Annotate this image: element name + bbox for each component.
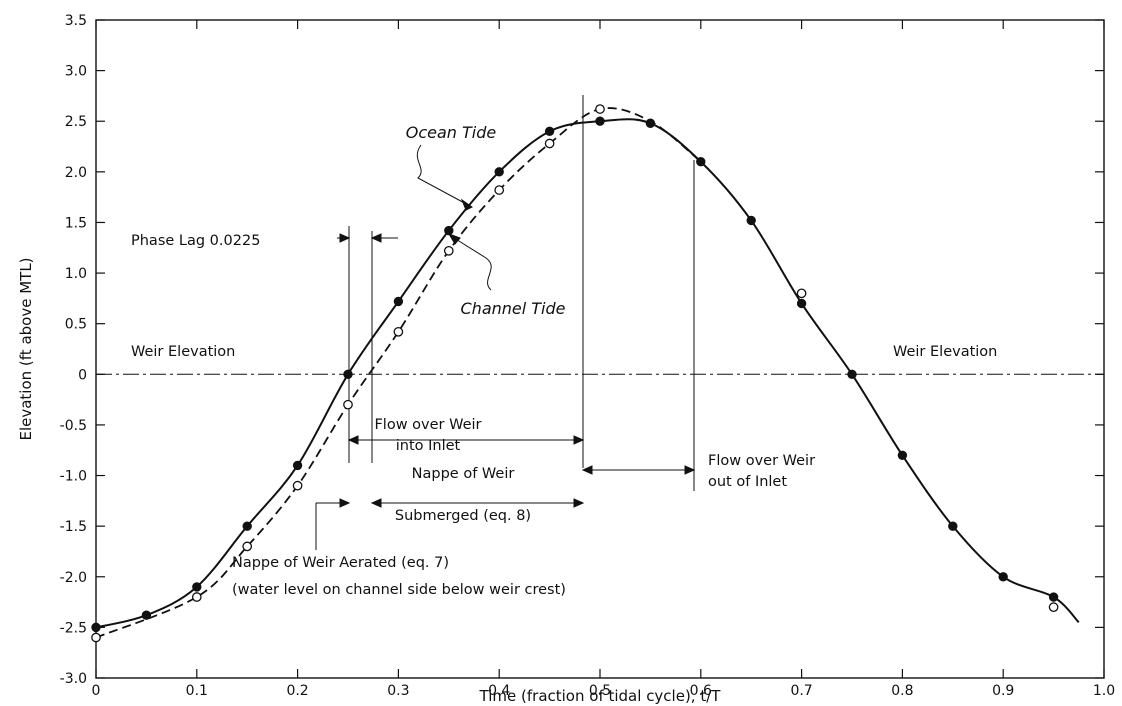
- phase-lag-arrowhead-left: [339, 233, 351, 243]
- flow-out-label-line1: Flow over Weir: [708, 453, 815, 469]
- x-tick-label: 0.9: [992, 683, 1014, 699]
- x-tick-label: 0.1: [186, 683, 208, 699]
- y-tick-label: 1.5: [65, 215, 87, 231]
- channel-tide-leader-head: [447, 233, 461, 245]
- nappe-submerged-label-line1: Nappe of Weir: [412, 466, 515, 482]
- x-axis-title: Time (fraction of tidal cycle), t/T: [479, 687, 722, 705]
- data-markers: [91, 104, 1059, 643]
- ocean-tide-point: [141, 610, 152, 620]
- y-tick-label: 2.5: [65, 114, 87, 130]
- phase-lag-arrowhead-right: [370, 233, 382, 243]
- submerged-arrowhead-left: [370, 498, 382, 508]
- ocean-tide-point: [1048, 592, 1059, 602]
- channel-tide-point: [393, 326, 404, 337]
- ocean-tide-point: [696, 157, 706, 167]
- ocean-tide-point: [948, 521, 958, 531]
- y-tick-label: -1.0: [60, 469, 87, 485]
- ocean-tide-leader: [416, 144, 471, 207]
- x-tick-label: 0: [92, 683, 101, 699]
- channel-tide-point: [544, 138, 555, 149]
- nappe-aerated-label-line2: (water level on channel side below weir …: [232, 582, 566, 598]
- y-tick-label: 1.0: [65, 266, 87, 282]
- channel-tide-point: [494, 185, 505, 195]
- ocean-tide-leader-head: [460, 198, 473, 211]
- flow-into-arrowhead-left: [347, 435, 359, 445]
- y-tick-label: 0.5: [65, 317, 87, 333]
- x-tick-label: 0.6: [690, 683, 712, 699]
- ocean-tide-point: [192, 582, 202, 592]
- flow-out-arrowhead-left: [581, 465, 593, 475]
- ocean-tide-point: [897, 450, 908, 460]
- y-tick-label: -1.5: [60, 519, 87, 535]
- ocean-tide-point: [242, 521, 252, 531]
- annotation-lines: [315, 95, 696, 550]
- ocean-tide-label: Ocean Tide: [406, 123, 497, 142]
- x-tick-label: 0.7: [790, 683, 812, 699]
- y-tick-label: 3.0: [65, 64, 87, 80]
- y-tick-label: -3.0: [60, 671, 87, 687]
- y-axis-title: Elevation (ft above MTL): [17, 257, 35, 440]
- nappe-aerated-label-line1: Nappe of Weir Aerated (eq. 7): [232, 555, 449, 571]
- aerated-arrowhead: [339, 498, 351, 508]
- y-tick-label: -2.5: [60, 620, 87, 636]
- phase-lag-label: Phase Lag 0.0225: [131, 233, 260, 249]
- flow-out-label-line2: out of Inlet: [708, 474, 787, 490]
- x-tick-label: 0.3: [387, 683, 409, 699]
- x-tick-label: 0.5: [589, 683, 611, 699]
- ocean-tide-point: [544, 126, 555, 137]
- channel-tide-label: Channel Tide: [461, 299, 566, 318]
- channel-tide-point: [443, 245, 454, 256]
- ocean-tide-point: [796, 298, 807, 309]
- weir-elevation-label-left: Weir Elevation: [131, 344, 235, 360]
- nappe-submerged-label-line2: Submerged (eq. 8): [395, 508, 531, 524]
- y-tick-label: 3.5: [65, 13, 87, 29]
- y-tick-labels: 3.5 3.0 2.5 2.0 1.5 1.0 0.5 0 -0.5 -1.0 -1.5 -2.0 -2…: [60, 13, 87, 687]
- ocean-tide-point: [847, 369, 857, 380]
- y-tick-label: -0.5: [60, 418, 87, 434]
- x-tick-label: 1.0: [1093, 683, 1115, 699]
- weir-elevation-label-right: Weir Elevation: [893, 344, 997, 360]
- channel-tide-point: [796, 288, 807, 299]
- y-tick-label: -2.0: [60, 570, 87, 586]
- ocean-tide-point: [393, 296, 404, 307]
- ocean-tide-point: [746, 215, 756, 226]
- ocean-tide-point: [91, 622, 101, 633]
- x-tick-label: 0.4: [488, 683, 510, 699]
- flow-into-arrowhead-right: [573, 435, 585, 445]
- channel-tide-point: [1048, 602, 1059, 612]
- flow-into-label-line1: Flow over Weir: [374, 417, 481, 433]
- ocean-tide-point: [595, 116, 605, 126]
- ocean-tide-point: [292, 460, 303, 471]
- channel-tide-leader: [450, 235, 492, 291]
- x-tick-label: 0.2: [286, 683, 308, 699]
- flow-into-label-line2: into Inlet: [396, 438, 461, 454]
- ocean-tide-point: [343, 369, 353, 380]
- channel-tide-point: [292, 480, 303, 491]
- ocean-tide-point: [494, 167, 504, 177]
- channel-tide-point: [91, 632, 101, 643]
- ocean-tide-point: [444, 225, 454, 236]
- submerged-arrowhead-right: [573, 498, 585, 508]
- channel-tide-point: [343, 399, 353, 410]
- x-tick-label: 0.8: [891, 683, 913, 699]
- flow-out-arrowhead-right: [684, 465, 696, 475]
- y-tick-label: 0: [78, 367, 87, 383]
- channel-tide-point: [191, 592, 202, 602]
- channel-tide-point: [242, 541, 253, 552]
- x-tick-labels: 0 0.1 0.2 0.3 0.4 0.5 0.6 0.7 0.8 0.9 1.0: [92, 683, 1116, 699]
- ocean-tide-point: [998, 572, 1008, 582]
- channel-tide-point: [595, 104, 605, 114]
- y-tick-label: 2.0: [65, 165, 87, 181]
- ocean-tide-point: [645, 118, 656, 128]
